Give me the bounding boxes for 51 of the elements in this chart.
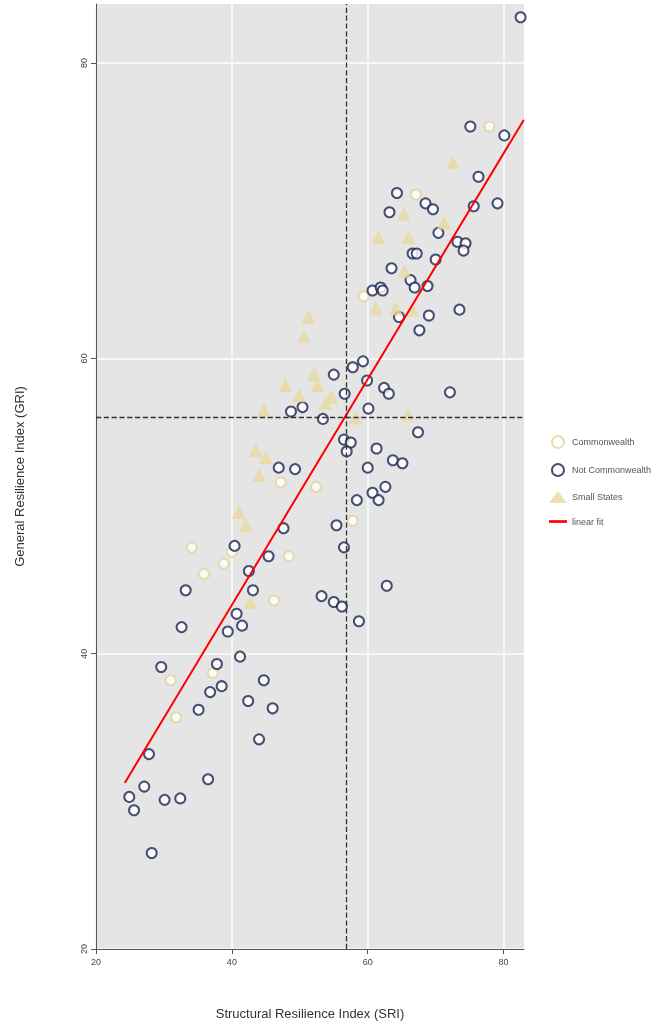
point bbox=[292, 388, 307, 403]
x-tick-label: 80 bbox=[498, 956, 509, 967]
point bbox=[198, 567, 211, 580]
point bbox=[409, 188, 422, 201]
y-tick-label: 60 bbox=[78, 353, 89, 364]
point bbox=[256, 403, 271, 418]
point bbox=[348, 410, 363, 425]
legend-label: linear fit bbox=[571, 516, 604, 527]
point bbox=[346, 514, 359, 527]
point bbox=[483, 120, 496, 133]
point bbox=[318, 395, 333, 410]
point bbox=[396, 206, 411, 221]
legend-label: Small States bbox=[571, 492, 623, 502]
y-tick-label: 20 bbox=[78, 943, 89, 955]
point bbox=[371, 230, 386, 245]
point bbox=[397, 264, 412, 279]
point bbox=[268, 594, 280, 607]
point bbox=[310, 480, 323, 493]
point bbox=[217, 557, 230, 570]
x-tick-label: 60 bbox=[362, 956, 373, 967]
y-axis-title: General Resilience Index (GRI) bbox=[12, 386, 27, 567]
point bbox=[282, 550, 295, 563]
x-tick-label: 20 bbox=[90, 956, 102, 967]
point bbox=[170, 711, 183, 724]
point bbox=[248, 442, 263, 457]
point bbox=[301, 310, 316, 325]
point bbox=[357, 290, 370, 303]
point bbox=[307, 367, 322, 382]
point bbox=[274, 476, 287, 489]
point bbox=[401, 230, 416, 245]
point bbox=[239, 518, 254, 533]
point bbox=[206, 666, 219, 679]
x-tick-label: 40 bbox=[226, 956, 237, 967]
x-axis-title: Structural Resilience Index (SRI) bbox=[215, 1006, 405, 1021]
legend-label: Not Commonwealth bbox=[571, 465, 651, 475]
point bbox=[258, 450, 273, 465]
y-tick-label: 40 bbox=[78, 648, 89, 659]
legend-label: Commonwealth bbox=[571, 437, 635, 447]
point bbox=[296, 329, 311, 344]
point bbox=[368, 301, 383, 316]
point bbox=[310, 377, 325, 392]
point bbox=[185, 541, 198, 554]
point bbox=[278, 377, 293, 392]
point bbox=[243, 595, 258, 610]
point bbox=[388, 301, 403, 316]
point bbox=[231, 504, 246, 519]
point bbox=[164, 674, 177, 687]
point bbox=[445, 154, 460, 169]
y-tick-label: 80 bbox=[78, 58, 89, 69]
point bbox=[436, 215, 451, 230]
point bbox=[252, 468, 267, 483]
